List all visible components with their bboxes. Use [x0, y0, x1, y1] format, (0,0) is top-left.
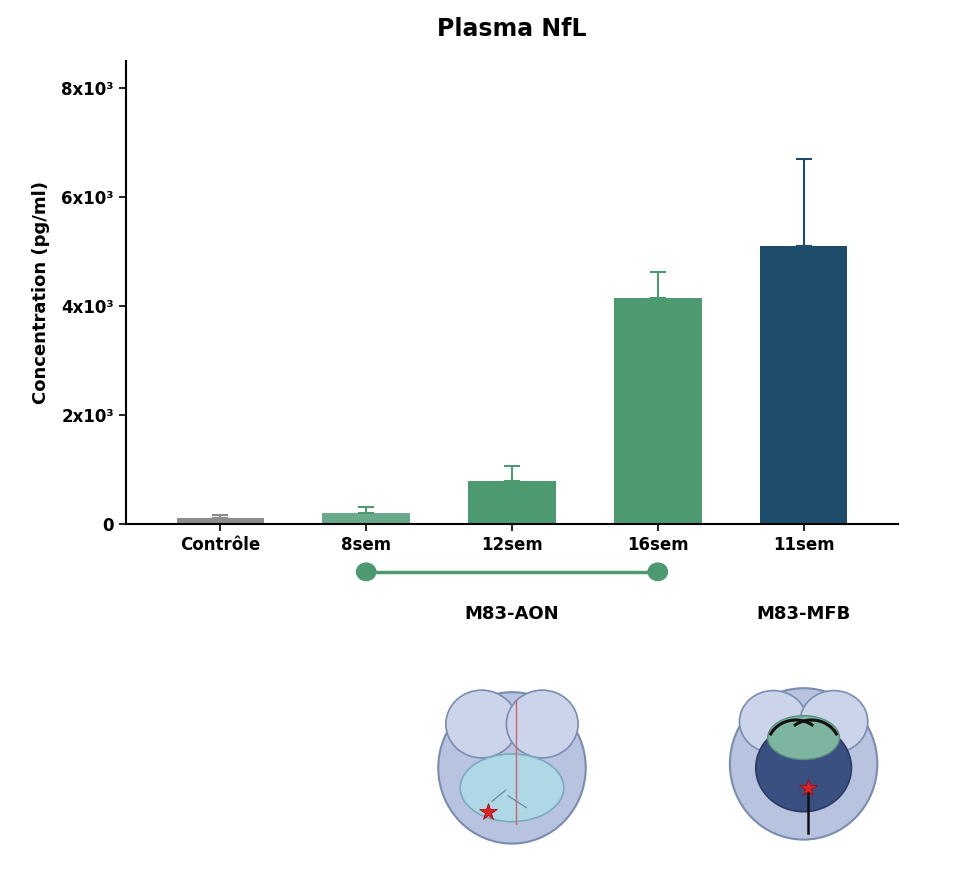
- Bar: [469, 481, 555, 524]
- Ellipse shape: [439, 692, 585, 843]
- Ellipse shape: [460, 754, 564, 821]
- Ellipse shape: [768, 716, 839, 760]
- Ellipse shape: [755, 724, 851, 812]
- Bar: [177, 519, 264, 524]
- Ellipse shape: [506, 691, 578, 758]
- Title: Plasma NfL: Plasma NfL: [438, 17, 586, 41]
- Bar: [760, 246, 847, 524]
- Bar: [614, 298, 701, 524]
- Y-axis label: Concentration (pg/ml): Concentration (pg/ml): [32, 181, 50, 404]
- Ellipse shape: [730, 688, 877, 840]
- Ellipse shape: [446, 691, 518, 758]
- Ellipse shape: [800, 691, 867, 753]
- Text: M83-AON: M83-AON: [465, 605, 559, 623]
- Ellipse shape: [739, 691, 808, 753]
- Bar: [323, 513, 410, 524]
- Text: M83-MFB: M83-MFB: [756, 605, 851, 623]
